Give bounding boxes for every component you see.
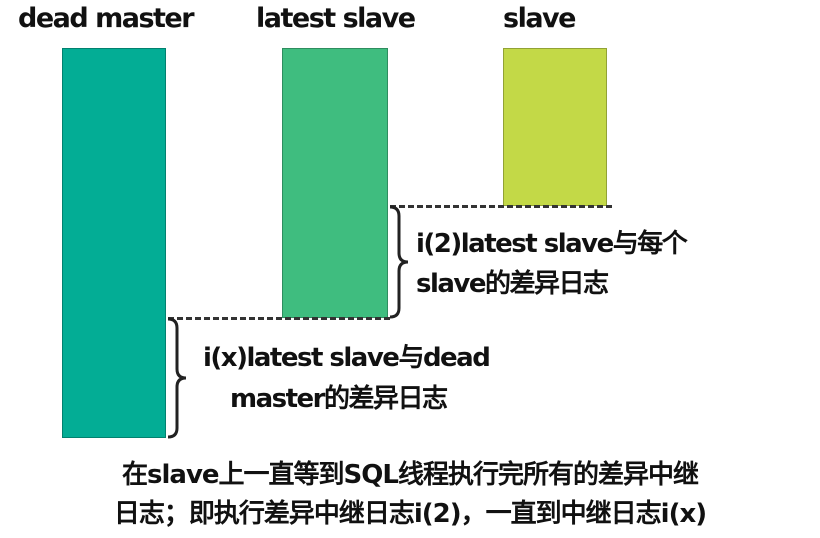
dead-master-label: dead master [18,3,195,34]
relay-diff-note-line2: slave的差异日志 [416,269,609,299]
relay-diff-brace [389,205,409,319]
slave-label: slave [503,3,576,34]
master-diff-brace [167,317,187,439]
caption-line1: 在slave上一直等到SQL线程执行完所有的差异中继 [122,460,699,490]
slave-bar [503,48,607,206]
latest-slave-label: latest slave [256,3,416,34]
slave-level-dashed-line [390,205,612,208]
caption-line2: 日志；即执行差异中继日志i(2)，一直到中继日志i(x) [113,499,707,529]
master-diff-note-line2: master的差异日志 [230,384,448,414]
latest-slave-level-dashed-line [168,317,390,320]
master-diff-note-line1: i(x)latest slave与dead [203,343,491,373]
dead-master-bar [62,48,166,438]
latest-slave-bar [282,48,388,318]
relay-diff-note-line1: i(2)latest slave与每个 [416,229,688,259]
